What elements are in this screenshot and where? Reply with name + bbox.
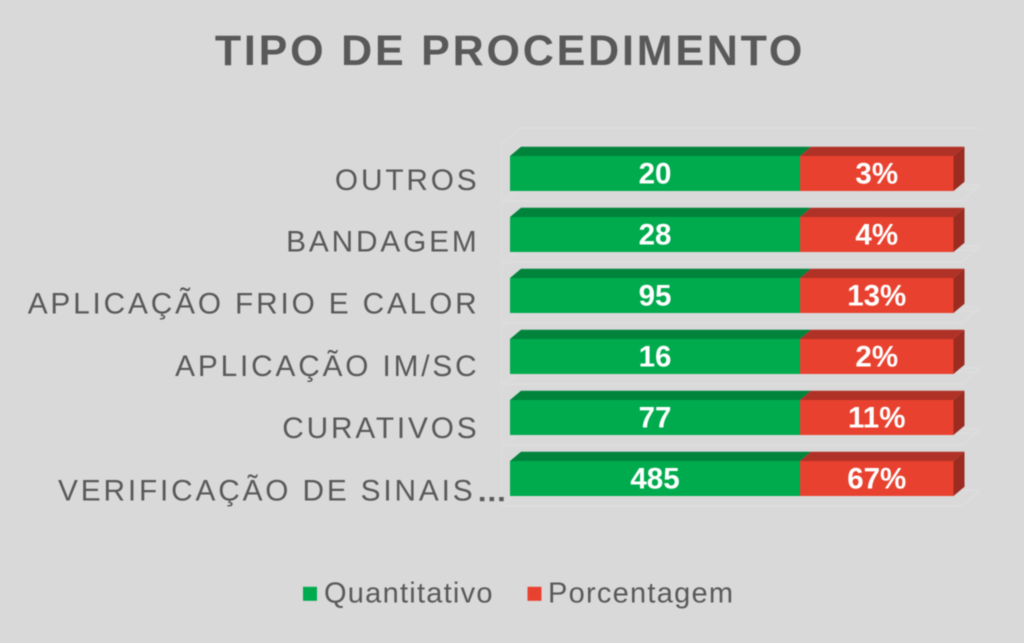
svg-text:67%: 67% <box>847 463 906 496</box>
svg-text:CURATIVOS: CURATIVOS <box>282 412 479 445</box>
svg-text:3%: 3% <box>855 158 898 191</box>
svg-text:APLICAÇÃO IM/SC: APLICAÇÃO IM/SC <box>175 349 479 383</box>
svg-text:VERIFICAÇÃO DE SINAIS: VERIFICAÇÃO DE SINAIS <box>58 473 476 507</box>
svg-text:13%: 13% <box>847 280 906 313</box>
svg-text:OUTROS: OUTROS <box>335 164 480 197</box>
svg-text:485: 485 <box>630 463 679 496</box>
svg-text:2%: 2% <box>855 341 898 374</box>
svg-text:11%: 11% <box>848 402 905 435</box>
svg-text:77: 77 <box>639 402 672 435</box>
svg-text:16: 16 <box>639 341 672 374</box>
svg-text:APLICAÇÃO FRIO E CALOR: APLICAÇÃO FRIO E CALOR <box>28 286 480 320</box>
svg-text:95: 95 <box>639 280 672 313</box>
svg-text:28: 28 <box>639 219 672 252</box>
svg-text:Quantitativo: Quantitativo <box>324 578 494 610</box>
svg-text:20: 20 <box>639 158 672 191</box>
svg-text:TIPO DE PROCEDIMENTO: TIPO DE PROCEDIMENTO <box>215 27 805 75</box>
svg-text:BANDAGEM: BANDAGEM <box>286 226 479 259</box>
svg-text:Porcentagem: Porcentagem <box>548 578 734 610</box>
svg-text:4%: 4% <box>855 219 898 252</box>
